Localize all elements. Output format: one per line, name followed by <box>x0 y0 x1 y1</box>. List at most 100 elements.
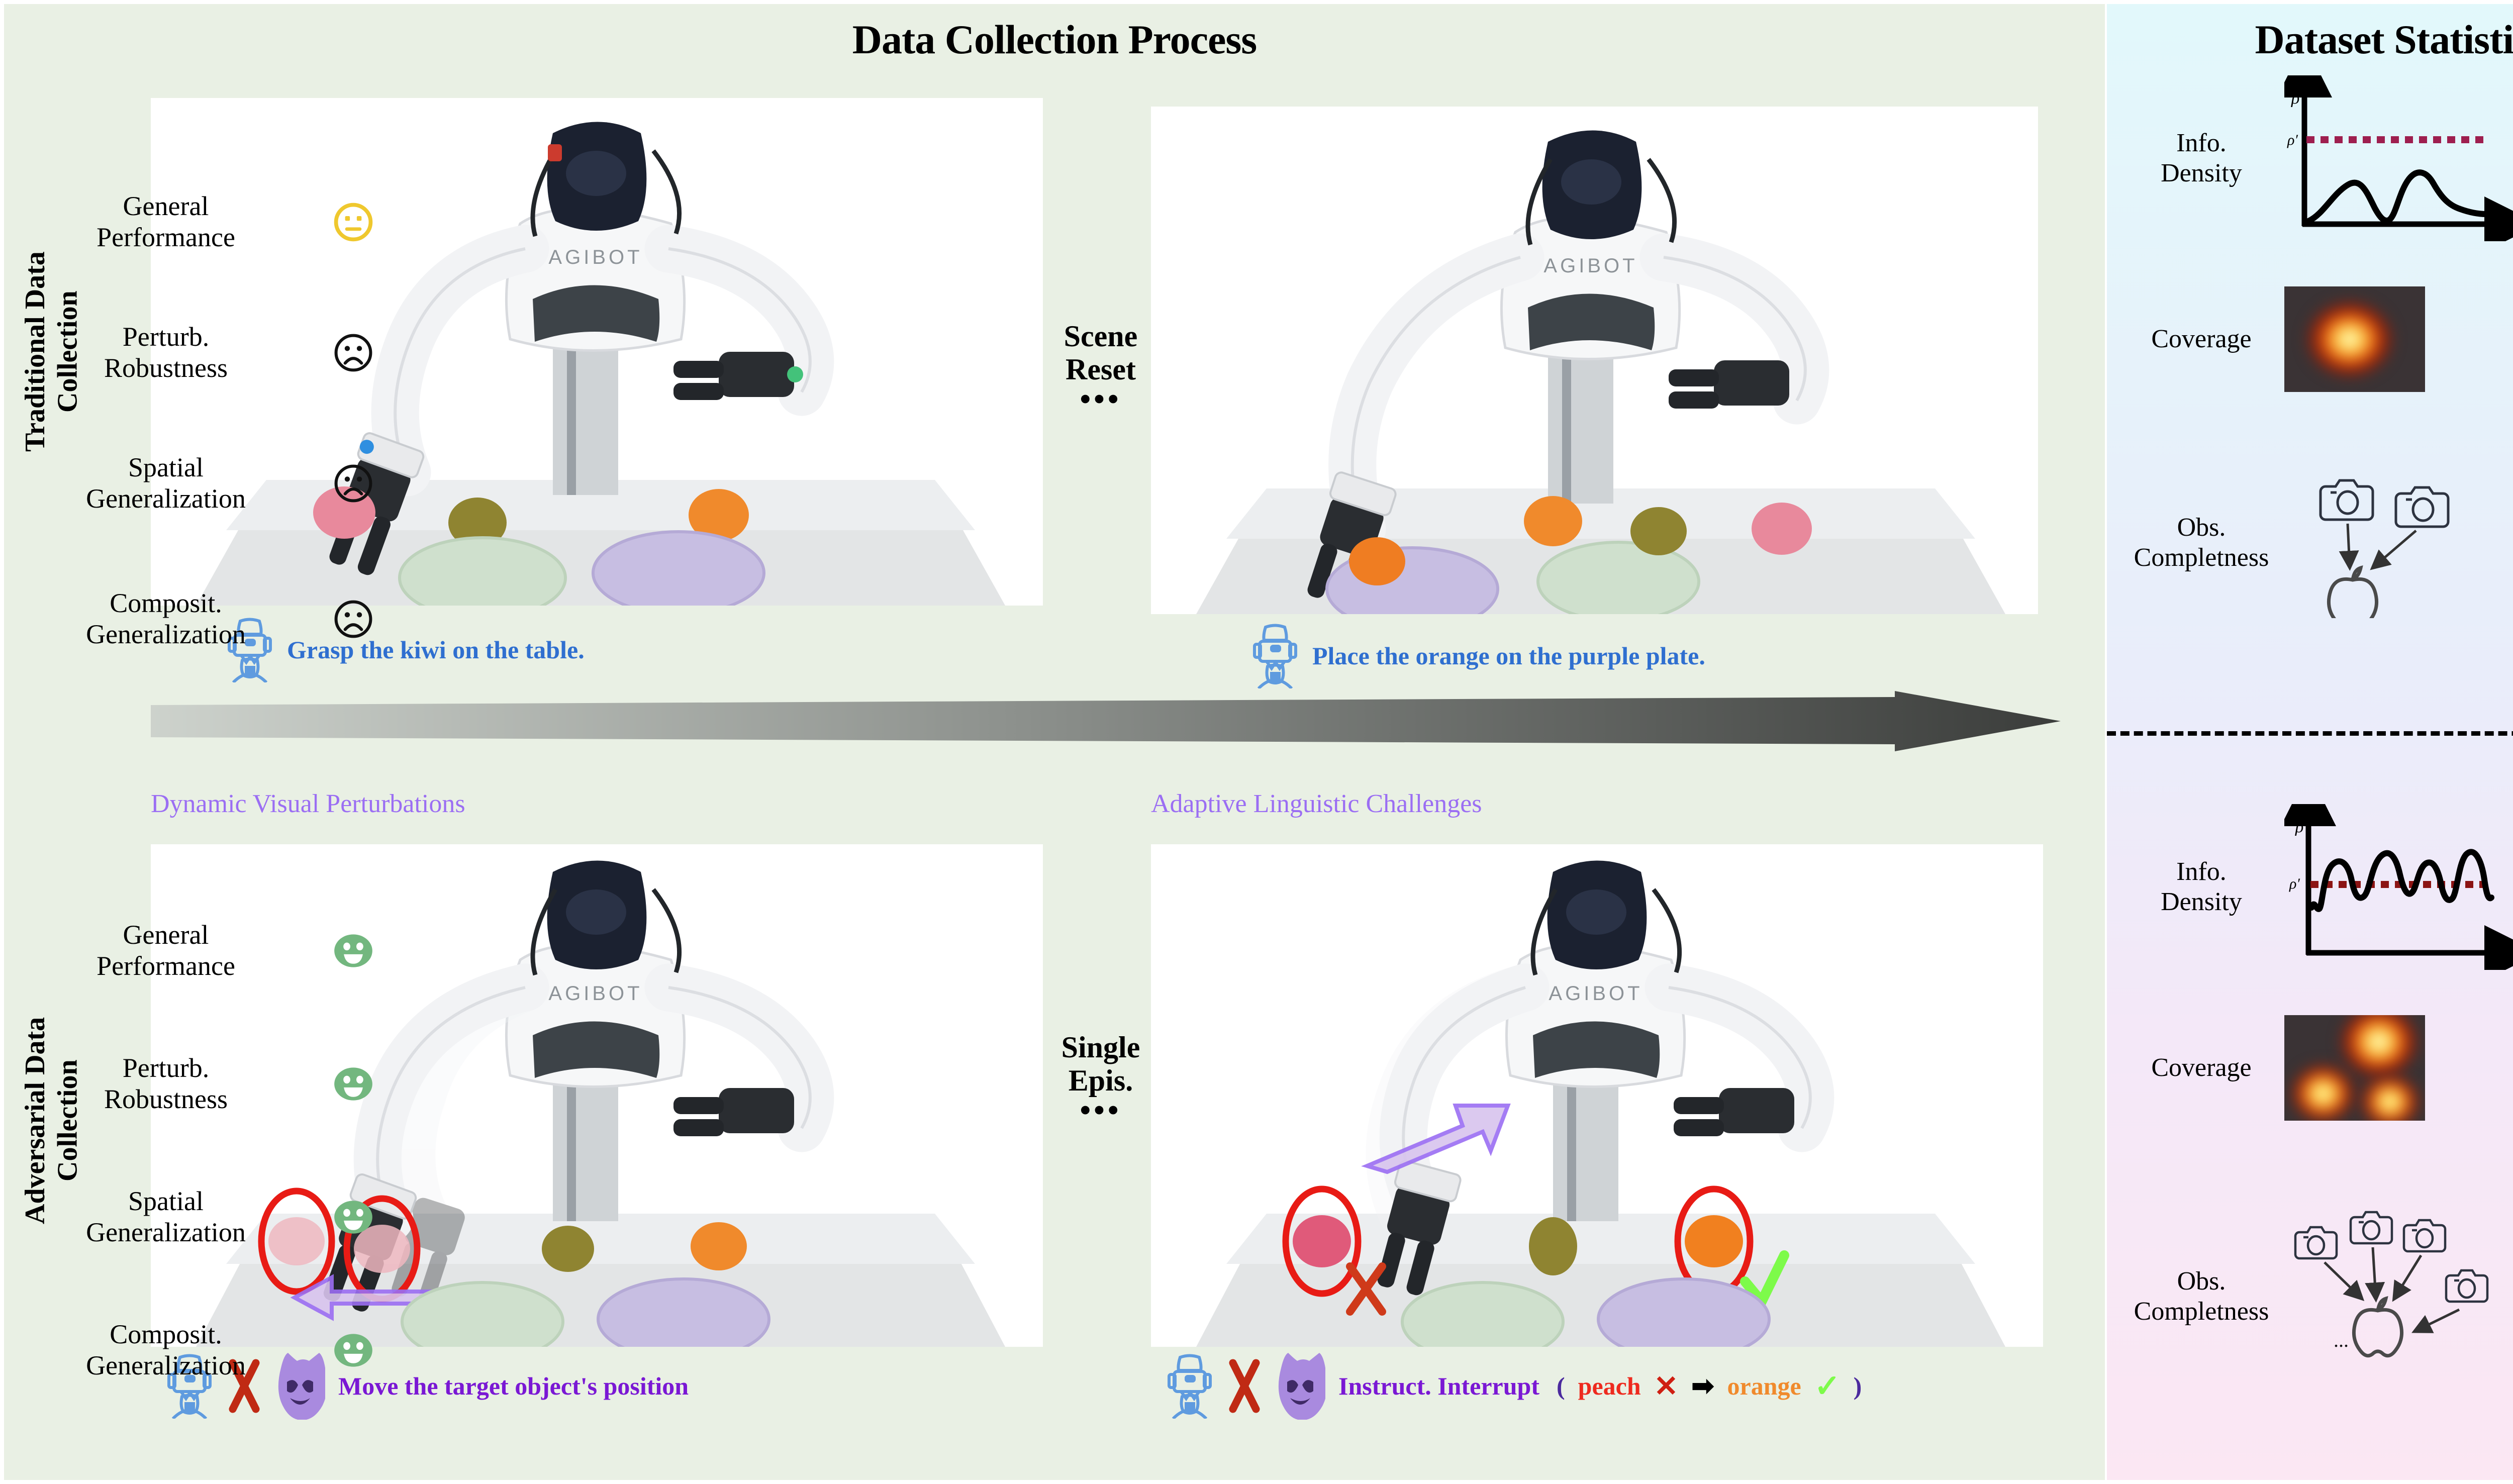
camera-ellipsis: ... <box>2334 1329 2349 1351</box>
devil-face-icon <box>1278 1353 1325 1420</box>
object-kiwi <box>1630 507 1687 555</box>
coverage-heatmap-adversarial <box>2284 1015 2425 1121</box>
happy-face-icon <box>334 934 372 967</box>
policy-row-general-performance-traditional: General Performance <box>0 191 484 253</box>
policy-row-general-performance-adversarial: General Performance <box>0 920 484 981</box>
cross-mark-icon: ✕ <box>1654 1369 1679 1403</box>
camera-icon <box>2402 1219 2447 1253</box>
policy-metric-label: Composit. Generalization <box>86 588 246 649</box>
cross-mark-red <box>1346 1262 1386 1316</box>
plate-purple <box>597 1277 770 1347</box>
scene-photo-instruction-interrupt: AGIBOT <box>1151 844 2043 1347</box>
policy-row-composit-generalization-adversarial: Composit. Generalization <box>0 1319 484 1381</box>
object-kiwi <box>542 1226 594 1272</box>
svg-text:AGIBOT: AGIBOT <box>548 982 642 1005</box>
stat-obs-completeness-traditional: Obs. Completness <box>2118 467 2495 618</box>
neutral-face-icon <box>334 203 373 241</box>
page-title-stats: Dataset Statistics <box>2255 17 2513 62</box>
crossed-out-icon <box>229 1359 260 1413</box>
stat-label: Info. Density <box>2161 129 2242 187</box>
object-orange <box>691 1222 747 1270</box>
object-orange-in-gripper <box>1349 537 1405 585</box>
observation-arrow <box>2339 523 2359 571</box>
vr-headset-icon <box>1168 1354 1212 1419</box>
policy-metric-label: Composit. Generalization <box>86 1319 246 1380</box>
object-orange <box>1524 496 1582 546</box>
stat-label: Info. Density <box>2161 857 2242 916</box>
right-target-label: orange <box>1727 1371 1801 1400</box>
plate-green <box>401 1281 564 1347</box>
arrow-right-icon: ➡ <box>1691 1371 1714 1401</box>
x-axis-label: t <box>2501 216 2507 234</box>
svg-text:AGIBOT: AGIBOT <box>1543 255 1637 277</box>
plate-green <box>1401 1281 1565 1347</box>
policy-metric-label: General Performance <box>96 191 235 252</box>
redirect-arrow <box>1361 1104 1511 1174</box>
stat-info-density-traditional: Info. Density ρ ρ′ t <box>2118 75 2513 241</box>
caption-text: Place the orange on the purple plate. <box>1312 642 1705 670</box>
robot-scene-illustration: AGIBOT <box>1151 844 2043 1347</box>
threshold-label: ρ′ <box>2289 875 2300 892</box>
camera-icon <box>2349 1211 2393 1245</box>
stat-coverage-traditional: Coverage <box>2118 286 2425 392</box>
stage-label-linguistic-challenges: Adaptive Linguistic Challenges <box>1151 789 1482 818</box>
camera-icon <box>2319 479 2374 521</box>
crossed-out-icon <box>1229 1359 1260 1413</box>
obs-completeness-diagram-traditional <box>2319 479 2450 618</box>
observation-arrow <box>2411 1308 2460 1333</box>
sad-face-icon <box>334 334 372 371</box>
sad-face-icon <box>334 464 372 502</box>
coverage-heatmap-traditional <box>2284 286 2425 392</box>
vr-headset-icon <box>167 1354 212 1419</box>
y-axis-label: ρ <box>2295 818 2303 836</box>
stat-obs-completeness-adversarial: Obs. Completness <box>2118 1201 2513 1392</box>
single-episode-label: Single Epis. ••• <box>1025 998 1176 1158</box>
observation-arrow <box>2392 1254 2423 1302</box>
x-axis-label: t <box>2501 944 2507 963</box>
object-peach-moved <box>268 1217 325 1265</box>
happy-face-icon <box>334 1200 372 1234</box>
vr-headset-icon <box>228 618 272 682</box>
scene-reset-label: Scene Reset ••• <box>1025 286 1176 447</box>
vr-headset-icon <box>1253 624 1297 688</box>
density-curve <box>2308 849 2494 912</box>
policy-row-perturb-robustness-adversarial: Perturb. Robustness <box>0 1053 484 1115</box>
paren-open: ( <box>1556 1371 1565 1400</box>
observation-arrow <box>2370 530 2417 570</box>
object-peach <box>1293 1215 1351 1267</box>
y-axis-label: ρ <box>2291 89 2299 108</box>
stat-label: Obs. Completness <box>2134 513 2269 572</box>
scene-photo-grasp-kiwi: AGIBOT <box>151 98 1043 606</box>
check-mark-icon: ✓ <box>1814 1369 1841 1404</box>
object-kiwi <box>448 498 507 548</box>
caption-instruct-interrupt: Instruct. Interrupt ( peach ✕ ➡ orange ✓… <box>1166 1352 1862 1420</box>
highlight-circle-wrong <box>1282 1185 1362 1297</box>
policy-row-spatial-generalization-adversarial: Spatial Generalization <box>0 1186 484 1248</box>
apple-icon <box>2327 565 2379 618</box>
info-density-chart-adversarial: ρ ρ′ t <box>2284 804 2513 970</box>
robot-scene-illustration: AGIBOT <box>151 98 1043 606</box>
object-peach-original <box>354 1225 410 1273</box>
plate-green <box>398 536 567 606</box>
paren-close: ) <box>1853 1371 1862 1400</box>
policy-metric-label: Perturb. Robustness <box>104 322 228 383</box>
policy-row-composit-generalization-traditional: Composit. Generalization <box>0 588 484 650</box>
robot-scene-illustration: AGIBOT <box>1151 107 2038 614</box>
caption-text: Move the target object's position <box>338 1371 689 1400</box>
instruct-interrupt-label: Instruct. Interrupt <box>1338 1371 1539 1400</box>
camera-icon <box>2394 486 2450 528</box>
stat-coverage-adversarial: Coverage <box>2118 1015 2425 1121</box>
scene-reset-text: Scene Reset <box>1064 320 1138 386</box>
density-curve <box>2305 169 2489 224</box>
process-flow-arrow <box>151 691 2061 751</box>
stat-info-density-adversarial: Info. Density ρ ρ′ t <box>2118 804 2513 970</box>
observation-arrow <box>2365 1247 2385 1303</box>
object-orange <box>689 489 749 541</box>
single-episode-ellipsis: ••• <box>1080 1094 1122 1128</box>
object-orange <box>1685 1215 1743 1267</box>
camera-icon <box>2445 1269 2489 1303</box>
happy-face-icon <box>334 1333 372 1367</box>
plate-green <box>1536 541 1700 614</box>
robot-scene-illustration: AGIBOT <box>151 844 1043 1347</box>
